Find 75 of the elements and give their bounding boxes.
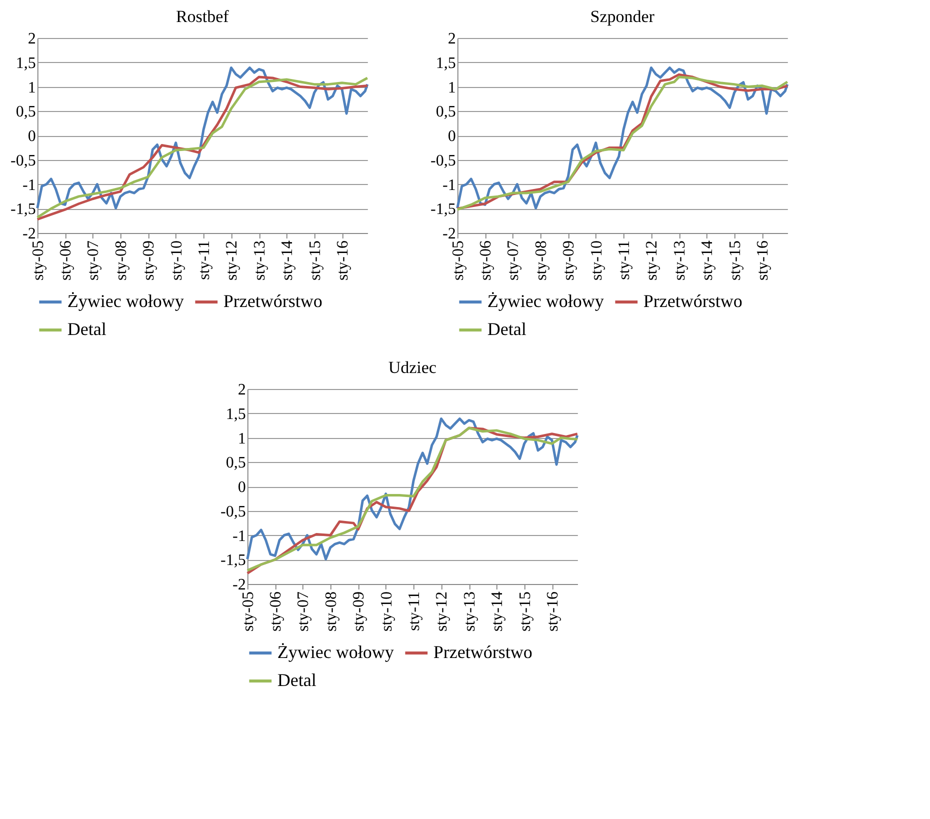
x-tick-label: sty-15 [516,592,534,632]
y-tick-label: 1,5 [436,54,456,72]
y-tick-label: -1 [232,528,246,545]
x-tick-label: sty-09 [560,240,578,280]
x-tick-label: sty-14 [279,240,296,280]
y-tick-label: -1 [22,176,36,194]
x-tick-label: sty-10 [168,240,186,280]
legend-label: Detal [487,319,526,339]
x-tick-label: sty-13 [671,240,688,280]
x-tick-label: sty-08 [112,240,130,280]
y-tick-label: 2 [28,30,36,48]
x-tick-label: sty-05 [450,240,467,280]
x-tick-label: sty-16 [334,240,352,280]
y-tick-label: -2 [232,576,246,594]
y-tick-label: -0,5 [220,503,246,520]
x-tick-label: sty-14 [699,240,716,280]
chart-title: Szponder [590,7,655,26]
x-tick-label: sty-16 [544,592,562,632]
y-tick-label: 1,5 [226,406,246,423]
y-tick-label: 1 [28,79,36,96]
x-tick-label: sty-10 [378,592,396,632]
y-tick-label: -1 [442,176,456,194]
y-tick-label: -1,5 [10,201,36,218]
legend-label: Przetwórstwo [433,642,532,662]
x-tick-label: sty-08 [532,240,550,280]
chart-title: Rostbef [176,7,230,26]
y-tick-label: 0 [28,128,36,145]
chart-title: Udziec [388,358,437,377]
y-tick-label: 1 [448,79,456,96]
x-tick-label: sty-05 [30,240,47,280]
x-tick-label: sty-15 [726,240,744,280]
x-tick-label: sty-16 [754,240,772,280]
x-tick-label: sty-12 [644,240,661,280]
legend-label: Żywiec wołowy [487,291,604,311]
x-tick-label: sty-10 [588,240,606,280]
x-tick-label: sty-13 [251,240,268,280]
y-tick-label: 1,5 [16,54,36,72]
y-tick-label: 2 [238,382,246,398]
y-tick-label: 0 [238,479,246,496]
y-tick-label: -1,5 [220,552,246,570]
x-tick-label: sty-07 [505,240,522,280]
x-tick-label: sty-09 [350,592,368,632]
x-tick-label: sty-09 [140,240,158,280]
legend-label: Żywiec wołowy [67,291,184,311]
legend-label: Detal [277,670,316,690]
y-tick-label: 0 [448,128,456,145]
y-tick-label: -1,5 [430,201,456,218]
legend-label: Detal [67,319,106,339]
y-tick-label: 0,5 [16,104,36,121]
legend-label: Przetwórstwo [223,291,322,311]
x-tick-label: sty-05 [240,592,257,632]
legend-label: Przetwórstwo [643,291,742,311]
y-tick-label: -2 [22,226,36,242]
x-tick-label: sty-06 [268,592,285,632]
x-tick-label: sty-07 [85,240,102,280]
y-tick-label: 2 [448,30,456,48]
x-tick-label: sty-12 [434,592,451,632]
x-tick-label: sty-06 [58,240,75,280]
y-tick-label: 0,5 [226,454,246,472]
x-tick-label: sty-08 [322,592,340,632]
x-tick-label: sty-15 [306,240,324,280]
x-tick-label: sty-13 [461,592,478,632]
y-tick-label: -0,5 [430,152,456,170]
legend-label: Żywiec wołowy [277,642,394,662]
x-tick-label: sty-06 [478,240,495,280]
y-tick-label: -0,5 [10,152,36,170]
x-tick-label: sty-11 [616,240,634,280]
x-tick-label: sty-11 [196,240,214,280]
y-tick-label: 1 [238,430,246,448]
x-tick-label: sty-07 [295,592,312,632]
x-tick-label: sty-14 [489,592,506,632]
x-tick-label: sty-12 [224,240,241,280]
y-tick-label: -2 [442,226,456,242]
y-tick-label: 0,5 [436,104,456,121]
x-tick-label: sty-11 [406,592,424,631]
